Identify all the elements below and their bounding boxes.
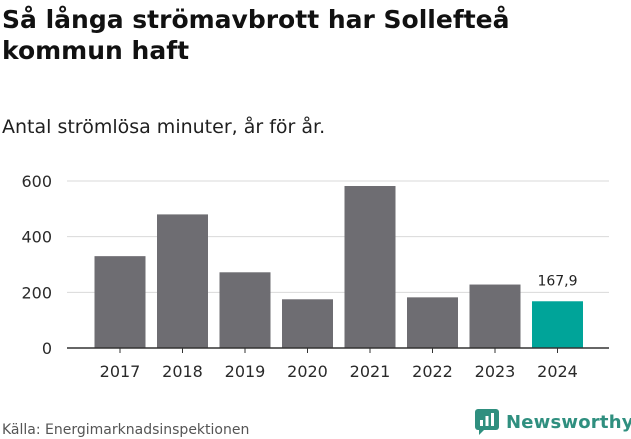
- x-tick-label: 2020: [287, 362, 328, 381]
- bar-2017: [94, 256, 146, 348]
- source-note: Källa: Energimarknadsinspektionen: [2, 422, 250, 438]
- y-tick-label: 600: [21, 172, 52, 191]
- bar-2020: [282, 299, 333, 348]
- data-label: 167,9: [537, 273, 577, 289]
- x-tick-label: 2019: [225, 362, 266, 381]
- bar-2019: [219, 272, 271, 348]
- bar-2022: [407, 297, 458, 348]
- brand-name: Newsworthy: [506, 411, 631, 433]
- bar-2023: [469, 284, 521, 348]
- x-tick-label: 2024: [537, 362, 578, 381]
- chart-title: Så långa strömavbrott har Sollefteå komm…: [2, 5, 510, 65]
- x-tick-label: 2021: [350, 362, 391, 381]
- x-tick-label: 2017: [100, 362, 141, 381]
- brand-logo: Newsworthy: [474, 407, 631, 437]
- chart-subtitle: Antal strömlösa minuter, år för år.: [2, 116, 326, 138]
- y-tick-label: 400: [21, 228, 52, 247]
- x-tick-label: 2022: [412, 362, 453, 381]
- bar-2021: [344, 186, 396, 348]
- x-tick-label: 2018: [162, 362, 203, 381]
- y-tick-label: 0: [42, 339, 52, 358]
- x-tick-label: 2023: [475, 362, 516, 381]
- y-tick-label: 200: [21, 283, 52, 302]
- bar-2018: [157, 214, 208, 348]
- bar-2024: [532, 301, 583, 348]
- newsworthy-logo-icon: [475, 409, 499, 435]
